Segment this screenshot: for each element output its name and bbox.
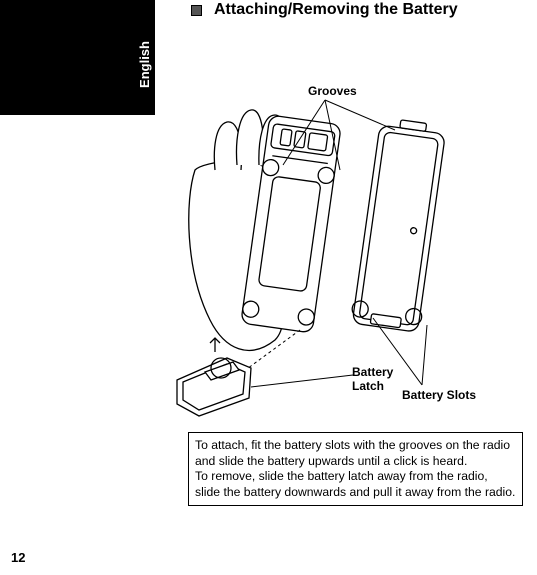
label-battery-latch-line1: Battery — [352, 365, 393, 379]
section-title: Attaching/Removing the Battery — [214, 1, 458, 19]
label-grooves: Grooves — [308, 84, 357, 98]
label-battery-latch-line2: Latch — [352, 379, 384, 393]
battery-diagram-svg — [155, 70, 525, 420]
battery-diagram — [155, 70, 525, 420]
page-number: 12 — [11, 550, 25, 565]
label-battery-latch: Battery Latch — [352, 365, 393, 394]
instruction-remove: To remove, slide the battery latch away … — [195, 469, 516, 500]
label-battery-slots: Battery Slots — [402, 388, 476, 402]
instruction-attach: To attach, fit the battery slots with th… — [195, 438, 516, 469]
instruction-box: To attach, fit the battery slots with th… — [188, 432, 523, 506]
language-tab-inner: English — [133, 20, 155, 108]
section-marker-icon — [191, 5, 202, 16]
language-label: English — [137, 41, 152, 88]
language-tab: English — [0, 0, 155, 115]
